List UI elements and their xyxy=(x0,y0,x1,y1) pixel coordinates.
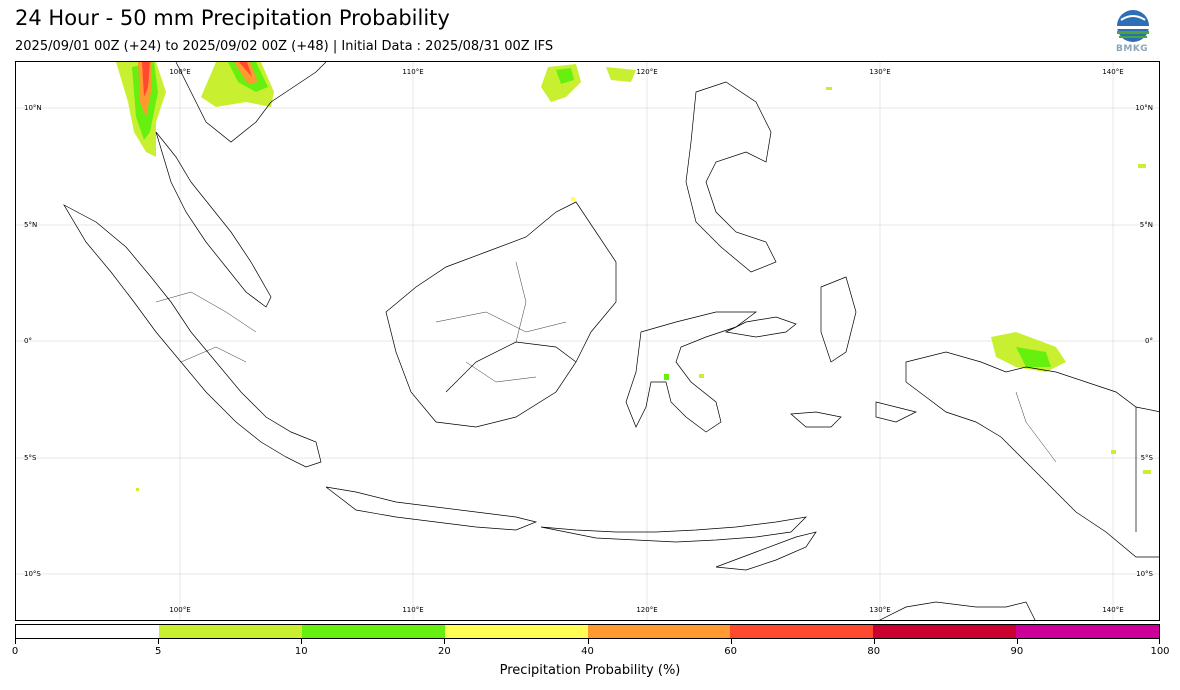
colorbar-tick xyxy=(587,639,589,644)
colorbar-segment xyxy=(730,625,874,638)
chart-title: 24 Hour - 50 mm Precipitation Probabilit… xyxy=(15,6,450,30)
lon-label-bottom: 110°E xyxy=(402,606,423,614)
lon-label-bottom: 120°E xyxy=(636,606,657,614)
precipitation-map: 100°E 110°E 120°E 130°E 140°E 100°E 110°… xyxy=(15,61,1160,621)
lat-label-right: 10°N xyxy=(1135,104,1153,112)
admin-borders xyxy=(155,261,1057,463)
bmkg-logo xyxy=(1112,10,1154,56)
colorbar-tick-label: 10 xyxy=(294,646,308,657)
colorbar-tick xyxy=(873,639,875,644)
lat-label-right: 5°N xyxy=(1140,221,1153,229)
lon-label-top: 110°E xyxy=(402,68,423,76)
colorbar-tick xyxy=(1016,639,1018,644)
colorbar xyxy=(15,624,1160,639)
lon-label-top: 120°E xyxy=(636,68,657,76)
grid-lines xyxy=(16,62,1159,620)
lon-label-bottom: 100°E xyxy=(169,606,190,614)
lon-label-top: 100°E xyxy=(169,68,190,76)
lat-label-left: 10°S xyxy=(24,570,41,578)
colorbar-tick xyxy=(1159,639,1160,644)
colorbar-tick xyxy=(730,639,732,644)
lat-label-left: 10°N xyxy=(24,104,42,112)
colorbar-tick-label: 40 xyxy=(581,646,594,657)
colorbar-tick-label: 100 xyxy=(1150,646,1170,657)
lon-label-bottom: 140°E xyxy=(1102,606,1123,614)
lon-label-top: 130°E xyxy=(869,68,890,76)
colorbar-segment xyxy=(158,625,302,638)
colorbar-tick-label: 0 xyxy=(11,646,19,657)
lon-label-bottom: 130°E xyxy=(869,606,890,614)
lat-label-right: 0° xyxy=(1145,337,1153,345)
lat-label-right: 10°S xyxy=(1136,570,1153,578)
lat-label-left: 0° xyxy=(24,337,32,345)
colorbar-segment xyxy=(16,625,159,638)
colorbar-tick xyxy=(301,639,303,644)
coastlines xyxy=(63,62,1159,620)
colorbar-title: Precipitation Probability (%) xyxy=(499,663,681,678)
lat-label-left: 5°N xyxy=(24,221,37,229)
lat-label-left: 5°S xyxy=(24,454,37,462)
lon-label-top: 140°E xyxy=(1102,68,1123,76)
colorbar-tick-label: 90 xyxy=(1010,646,1024,657)
colorbar-segment xyxy=(873,625,1017,638)
colorbar-tick-label: 20 xyxy=(438,646,451,657)
colorbar-segment xyxy=(1016,625,1159,638)
colorbar-tick-label: 60 xyxy=(724,646,737,657)
colorbar-tick-label: 5 xyxy=(154,646,162,657)
colorbar-tick xyxy=(15,639,16,644)
chart-subtitle: 2025/09/01 00Z (+24) to 2025/09/02 00Z (… xyxy=(15,39,554,54)
colorbar-tick xyxy=(444,639,446,644)
logo-text: BMKG xyxy=(1116,44,1149,54)
colorbar-segment xyxy=(587,625,731,638)
precipitation-shading xyxy=(116,62,1151,491)
colorbar-tick xyxy=(158,639,160,644)
lat-label-right: 5°S xyxy=(1141,454,1154,462)
colorbar-tick-label: 80 xyxy=(867,646,881,657)
colorbar-segment xyxy=(444,625,588,638)
colorbar-segment xyxy=(301,625,445,638)
